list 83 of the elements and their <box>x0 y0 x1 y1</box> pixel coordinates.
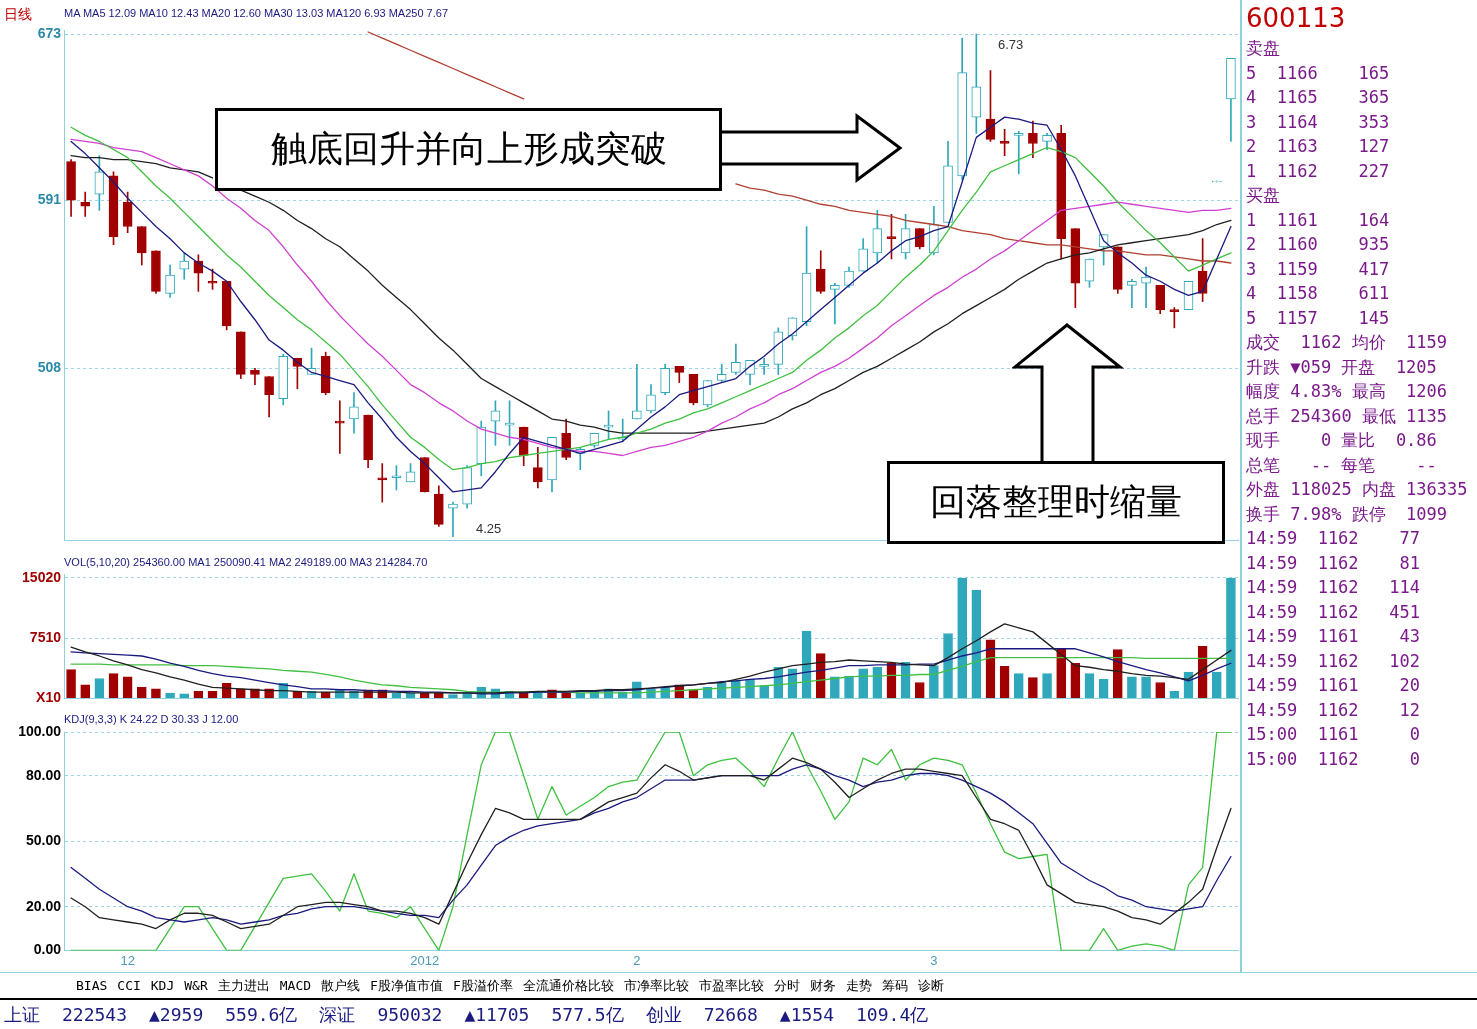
text: 总笔 -- 每笔 -- <box>1245 453 1438 477</box>
y-tick-label: X10 <box>36 689 62 706</box>
text: 2 1160 935 <box>1245 233 1391 256</box>
text: 主力进出 <box>217 976 270 995</box>
text: 市盈率比较 <box>698 976 764 995</box>
text: 14:59 1162 451 <box>1245 600 1421 624</box>
text: 总手 254360 最低 1135 <box>1245 404 1449 428</box>
text: KDJ <box>150 978 175 993</box>
text: 72668 <box>703 1004 758 1025</box>
text: MACD <box>279 978 312 993</box>
x-tick-label: 2012 <box>410 952 440 968</box>
text: 诊断 <box>917 976 944 995</box>
text: ▲1554 <box>779 1004 835 1025</box>
y-tick-label: 591 <box>37 191 62 208</box>
text: 筹码 <box>881 976 908 995</box>
text: 3 1164 353 <box>1245 110 1391 134</box>
text: 4 1158 611 <box>1245 282 1391 305</box>
text: 现手 0 量比 0.86 <box>1245 429 1438 452</box>
y-tick-label: 50.00 <box>25 832 62 849</box>
text: F股溢价率 <box>452 976 513 995</box>
y-tick-label: 673 <box>37 24 62 41</box>
annotation: 4.25 <box>476 521 502 536</box>
text: 1 1161 164 <box>1245 208 1391 232</box>
text: 深证 <box>319 1002 356 1027</box>
text: 14:59 1162 81 <box>1245 551 1421 575</box>
annotation: 回落整理时缩量 <box>887 461 1225 544</box>
text: 4 1165 365 <box>1245 86 1391 109</box>
text: ▲11705 <box>464 1004 530 1025</box>
text: 2 1163 127 <box>1245 135 1391 158</box>
text: 3 1159 417 <box>1245 257 1391 281</box>
text: 559.6亿 <box>225 1002 298 1027</box>
text: KDJ(9,3,3) K 24.22 D 30.33 J 12.00 <box>64 713 239 725</box>
text: 分时 <box>773 976 800 995</box>
text: BIAS <box>76 978 108 993</box>
text: 15:00 1162 0 <box>1245 747 1421 771</box>
text: 市净率比较 <box>623 976 689 995</box>
text: F股净值市值 <box>370 976 443 995</box>
text: 5 1157 145 <box>1245 306 1391 330</box>
text: ▲2959 <box>149 1004 204 1025</box>
y-tick-label: 100.00 <box>18 722 62 739</box>
text: 财务 <box>809 976 836 995</box>
text: 换手 7.98% 跌停 1099 <box>1245 502 1449 526</box>
text: 600113 <box>1245 2 1347 35</box>
text: 成交 1162 均价 1159 <box>1245 331 1449 354</box>
text: 14:59 1161 43 <box>1245 625 1421 648</box>
x-tick-label: 12 <box>120 952 135 968</box>
text: 5 1166 165 <box>1245 61 1391 85</box>
text: 14:59 1162 12 <box>1245 698 1421 722</box>
text: MA MA5 12.09 MA10 12.43 MA20 12.60 MA30 13.03 MA120 6.93 MA250 7.67 <box>64 7 449 19</box>
y-tick-label: 7510 <box>29 629 62 646</box>
text: 走势 <box>845 976 872 995</box>
text: 幅度 4.83% 最高 1206 <box>1245 380 1449 403</box>
text: 外盘 118025 内盘 136335 <box>1245 478 1469 501</box>
text: CCI <box>117 978 141 993</box>
text: 1 1162 227 <box>1245 159 1391 183</box>
text: 14:59 1162 102 <box>1245 649 1421 673</box>
text: 创业 <box>645 1002 682 1027</box>
y-tick-label: 80.00 <box>25 766 62 783</box>
text: 14:59 1161 20 <box>1245 674 1421 697</box>
y-tick-label: 15020 <box>22 568 62 585</box>
x-tick-label: 3 <box>930 952 938 968</box>
text: 109.4亿 <box>856 1002 929 1027</box>
text: W&R <box>184 978 208 993</box>
y-tick-label: 508 <box>37 359 62 376</box>
x-tick-label: 2 <box>633 952 641 968</box>
text: 14:59 1162 77 <box>1245 527 1421 550</box>
text: 577.5亿 <box>551 1002 624 1027</box>
text: 买盘 <box>1245 184 1281 207</box>
text: 全流通价格比较 <box>522 976 614 995</box>
y-tick-label: 20.00 <box>25 897 62 914</box>
text: 14:59 1162 114 <box>1245 576 1421 599</box>
text: 222543 <box>62 1004 128 1025</box>
annotation: 6.73 <box>998 37 1024 52</box>
text: 升跌 ▼059 开盘 1205 <box>1245 355 1438 379</box>
text: 日线 <box>4 6 32 24</box>
annotation: 触底回升并向上形成突破 <box>215 108 722 191</box>
text: 15:00 1161 0 <box>1245 723 1421 746</box>
text: VOL(5,10,20) 254360.00 MA1 250090.41 MA2 249189.00 MA3 214284.70 <box>64 556 428 568</box>
y-tick-label: 0.00 <box>33 941 62 958</box>
text: 950032 <box>377 1004 443 1025</box>
text: 卖盘 <box>1245 37 1281 60</box>
text: 上证 <box>4 1002 40 1027</box>
text: 散户线 <box>321 976 361 995</box>
